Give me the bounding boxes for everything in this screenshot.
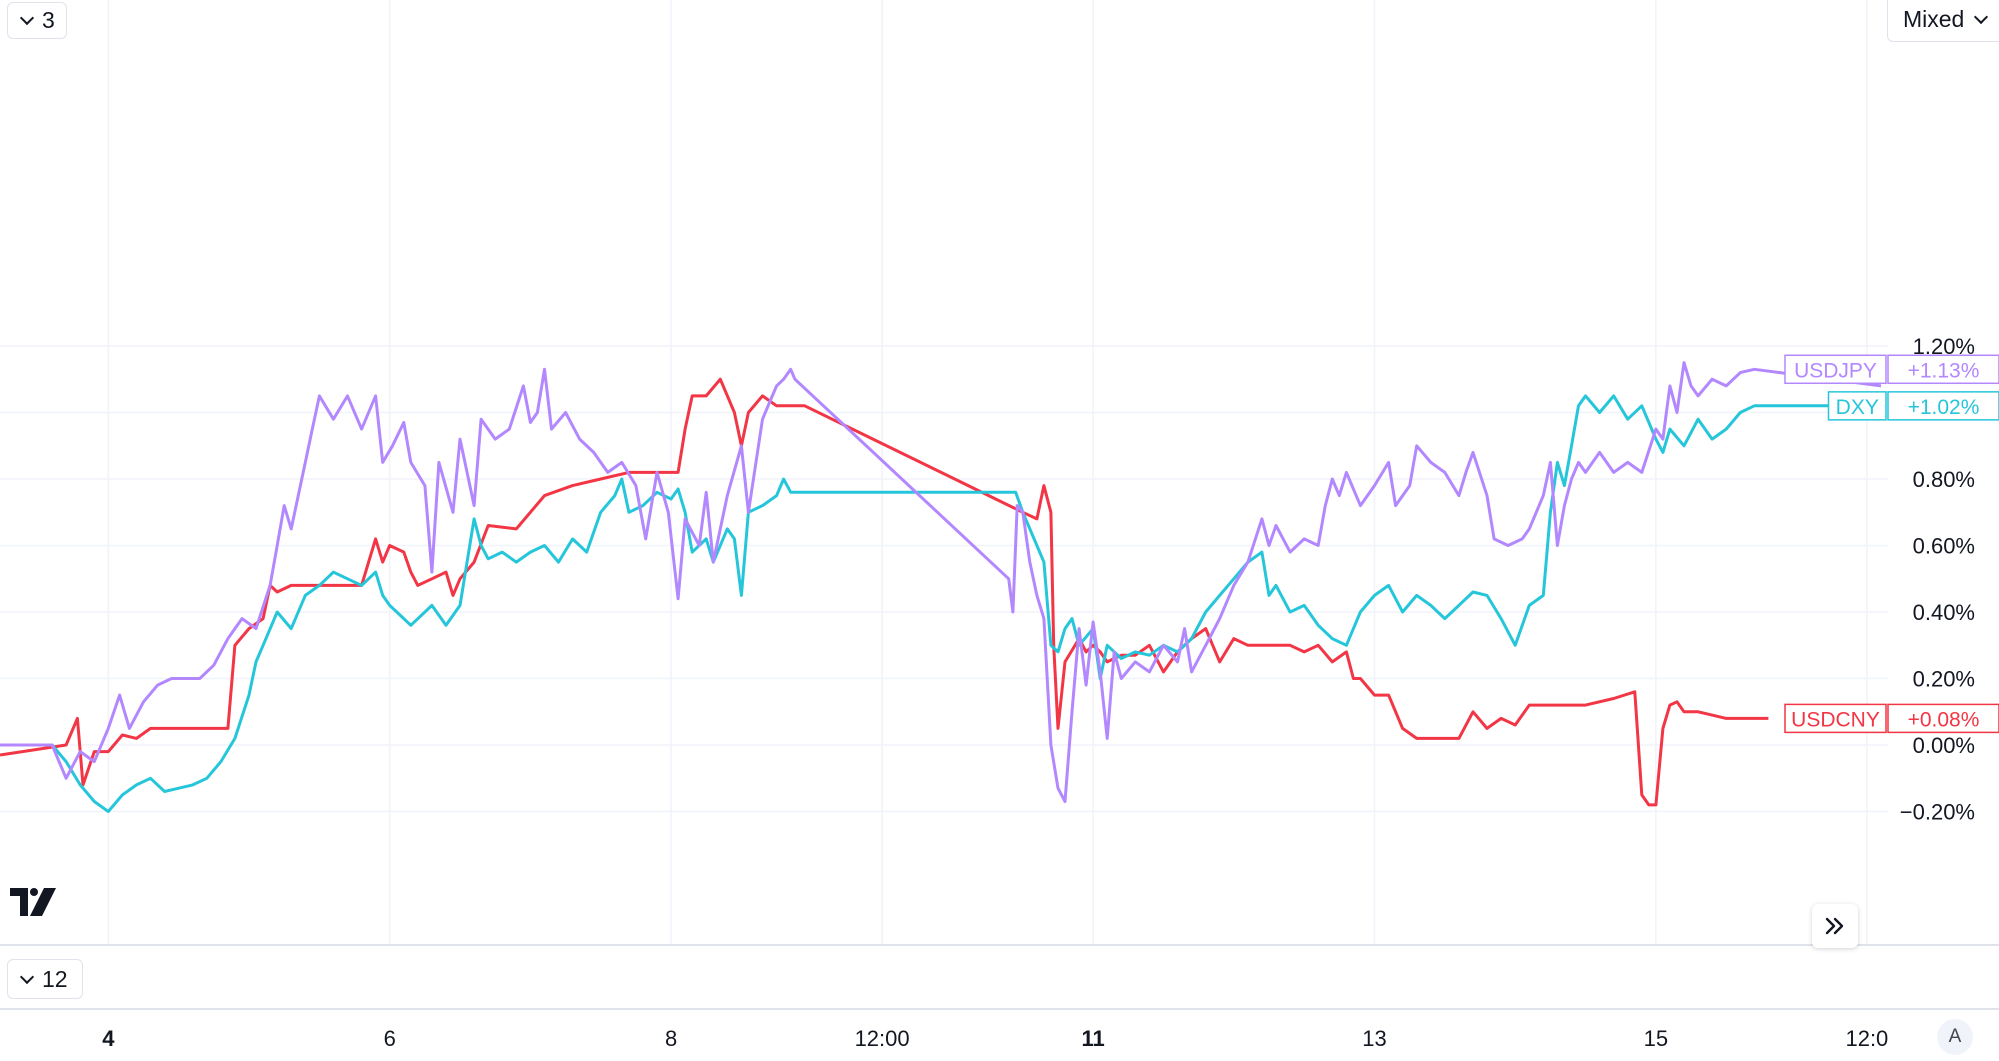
x-tick-label: 13	[1362, 1026, 1386, 1051]
y-tick-label: 0.00%	[1913, 733, 1975, 758]
series-value: +1.13%	[1908, 359, 1980, 382]
auto-scale-label: A	[1948, 1026, 1962, 1047]
series-value: +0.08%	[1908, 708, 1980, 731]
series-value: +1.02%	[1908, 396, 1980, 419]
series-line-usdcny	[0, 377, 1769, 807]
x-tick-label: 4	[102, 1026, 115, 1051]
series-label-dxy: DXY +1.02%	[1827, 391, 1999, 421]
pane-count-top: 3	[42, 7, 55, 33]
pane-count-bottom: 12	[42, 965, 68, 992]
x-tick-label: 15	[1644, 1026, 1668, 1051]
scale-mode-label: Mixed	[1903, 5, 1965, 32]
series-name: USDJPY	[1794, 359, 1877, 382]
y-tick-label: 0.60%	[1913, 534, 1975, 559]
chevron-down-icon	[19, 969, 35, 984]
scale-mode-select[interactable]: Mixed	[1887, 0, 1999, 42]
series-name: USDCNY	[1791, 708, 1880, 731]
x-tick-label: 12:0	[1845, 1026, 1888, 1051]
y-tick-label: 0.40%	[1913, 600, 1975, 625]
series-line-dxy	[0, 394, 1881, 813]
x-tick-label: 11	[1081, 1026, 1104, 1051]
series-label-usdcny: USDCNY +0.08%	[1784, 703, 1999, 734]
series-label-usdjpy: USDJPY +1.13%	[1784, 354, 1999, 385]
tradingview-logo-icon	[10, 888, 56, 921]
y-tick-label: −0.20%	[1900, 800, 1975, 825]
chevron-down-icon	[1974, 9, 1989, 24]
series-name: DXY	[1836, 396, 1879, 419]
x-tick-label: 12:00	[855, 1026, 910, 1051]
auto-scale-button[interactable]: A	[1937, 1019, 1973, 1055]
x-tick-label: 8	[665, 1026, 677, 1051]
scroll-to-realtime-icon	[1825, 917, 1844, 935]
y-tick-label: 0.80%	[1913, 467, 1975, 492]
series-line-usdjpy	[0, 361, 1882, 803]
x-tick-label: 6	[384, 1026, 396, 1051]
pane-collapse-button-top[interactable]: 3	[7, 2, 67, 39]
chevron-down-icon	[19, 10, 35, 26]
y-tick-label: 0.20%	[1913, 667, 1975, 692]
scroll-to-realtime-button[interactable]	[1812, 904, 1858, 948]
pane-collapse-button-bottom[interactable]: 12	[7, 959, 83, 999]
